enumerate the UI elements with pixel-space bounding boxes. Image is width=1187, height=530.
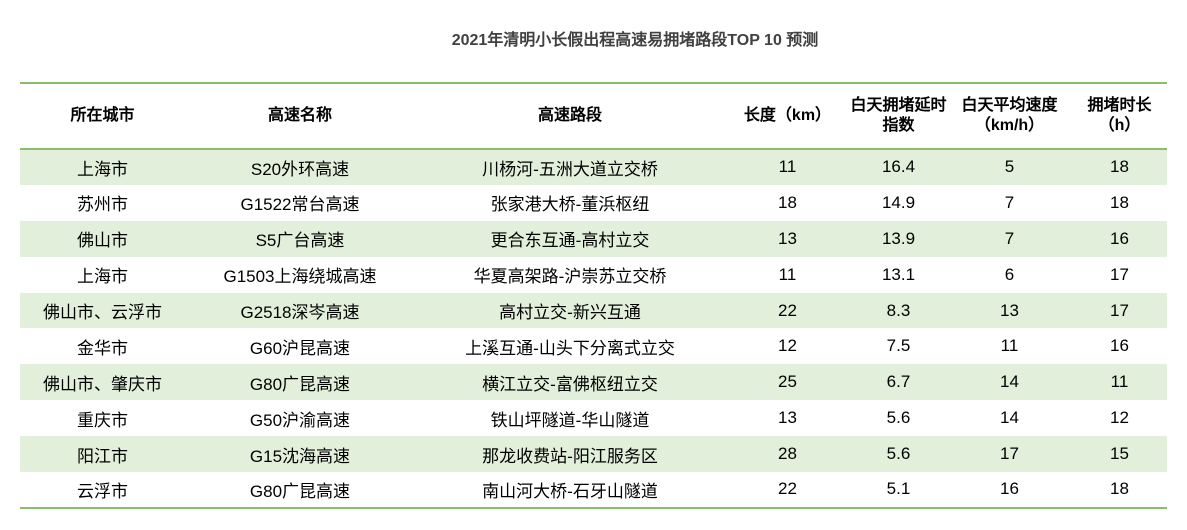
cell-length: 28: [778, 444, 797, 464]
cell-highway-name: G50沪渝高速: [249, 410, 351, 430]
congestion-table: 所在城市 高速名称 高速路段 长度（km） 白天拥堵延时指数 白天平均速度（km/h） 拥堵…: [20, 82, 1167, 509]
cell-length: 13: [778, 228, 797, 248]
cell-highway-name: G2518深岑高速: [240, 303, 360, 322]
table-row: 重庆市 G50沪渝高速 铁山坪隧道-华山隧道 13 5.6 14 12: [20, 400, 1167, 436]
cell-length: 13: [778, 408, 797, 428]
table-row: 佛山市、肇庆市 G80广昆高速 横江立交-富佛枢纽立交 25 6.7 14 11: [20, 364, 1167, 401]
cell-city: 上海市: [77, 159, 128, 179]
cell-length: 11: [778, 264, 797, 284]
table-row: 佛山市、云浮市 G2518深岑高速 高村立交-新兴互通 22 8.3 13 17: [20, 292, 1167, 329]
cell-avg-speed: 14: [1000, 408, 1019, 428]
cell-highway-name: G15沈海高速: [249, 446, 351, 466]
cell-length: 22: [778, 300, 797, 320]
cell-congestion-hours: 17: [1110, 264, 1129, 284]
cell-avg-speed: 16: [1000, 479, 1019, 499]
cell-congestion-hours: 18: [1110, 479, 1129, 499]
cell-delay-index: 6.7: [886, 372, 911, 392]
cell-congestion-hours: 16: [1110, 336, 1129, 356]
cell-delay-index: 5.6: [886, 408, 911, 428]
cell-congestion-hours: 16: [1110, 228, 1129, 248]
cell-delay-index: 5.1: [886, 479, 911, 499]
table-title: 2021年清明小长假出程高速易拥堵路段TOP 10 预测: [451, 32, 819, 49]
cell-highway-section: 那龙收费站-阳江服务区: [482, 446, 658, 466]
cell-delay-index: 16.4: [881, 157, 916, 177]
cell-delay-index: 14.9: [881, 192, 916, 212]
cell-highway-name: G1503上海绕城高速: [223, 267, 377, 287]
cell-length: 11: [778, 157, 797, 177]
cell-congestion-hours: 11: [1110, 372, 1129, 392]
header-avg-speed: 白天平均速度（km/h）: [961, 97, 1058, 134]
cell-highway-section: 华夏高架路-沪崇苏立交桥: [473, 267, 667, 287]
header-congestion-hours: 拥堵时长（h）: [1087, 97, 1152, 134]
table-row: 苏州市 G1522常台高速 张家港大桥-董浜枢纽 18 14.9 7 18: [20, 185, 1167, 221]
cell-city: 佛山市: [77, 231, 128, 251]
cell-highway-section: 上溪互通-山头下分离式立交: [465, 338, 675, 358]
cell-congestion-hours: 17: [1110, 300, 1129, 320]
cell-avg-speed: 6: [1004, 264, 1015, 284]
cell-city: 上海市: [77, 267, 128, 287]
cell-avg-speed: 11: [1000, 336, 1019, 356]
header-highway-section: 高速路段: [537, 107, 602, 124]
cell-delay-index: 5.6: [886, 444, 911, 464]
cell-highway-section: 川杨河-五洲大道立交桥: [482, 159, 658, 179]
cell-avg-speed: 13: [1000, 300, 1019, 320]
cell-highway-name: G1522常台高速: [240, 195, 360, 215]
table-row: 佛山市 S5广台高速 更合东互通-高村立交 13 13.9 7 16: [20, 220, 1167, 257]
cell-highway-name: G80广昆高速: [249, 374, 351, 394]
table-row: 上海市 G1503上海绕城高速 华夏高架路-沪崇苏立交桥 11 13.1 6 17: [20, 257, 1167, 293]
cell-city: 阳江市: [77, 446, 128, 466]
cell-avg-speed: 7: [1004, 192, 1015, 212]
cell-city: 金华市: [77, 338, 128, 358]
cell-city: 佛山市、肇庆市: [43, 374, 162, 394]
cell-delay-index: 13.1: [881, 264, 916, 284]
cell-highway-name: S20外环高速: [250, 159, 350, 179]
cell-highway-section: 张家港大桥-董浜枢纽: [490, 195, 650, 215]
header-length: 长度（km）: [743, 107, 832, 124]
header-city: 所在城市: [70, 107, 135, 124]
cell-delay-index: 7.5: [886, 336, 911, 356]
table-row: 金华市 G60沪昆高速 上溪互通-山头下分离式立交 12 7.5 11 16: [20, 328, 1167, 364]
cell-avg-speed: 5: [1004, 157, 1015, 177]
cell-city: 苏州市: [77, 195, 128, 215]
cell-highway-section: 更合东互通-高村立交: [490, 231, 650, 251]
header-row: 所在城市 高速名称 高速路段 长度（km） 白天拥堵延时指数 白天平均速度（km/h） 拥堵…: [20, 83, 1167, 149]
cell-delay-index: 13.9: [881, 228, 916, 248]
cell-congestion-hours: 18: [1110, 192, 1129, 212]
cell-highway-section: 铁山坪隧道-华山隧道: [490, 410, 650, 430]
cell-highway-section: 高村立交-新兴互通: [499, 303, 641, 322]
cell-length: 25: [778, 372, 797, 392]
cell-highway-name: G80广昆高速: [249, 481, 351, 501]
table-body: 上海市 S20外环高速 川杨河-五洲大道立交桥 11 16.4 5 18 苏州市 G1522常台…: [20, 149, 1167, 508]
cell-avg-speed: 14: [1000, 372, 1019, 392]
table-row: 阳江市 G15沈海高速 那龙收费站-阳江服务区 28 5.6 17 15: [20, 436, 1167, 473]
cell-highway-name: G60沪昆高速: [249, 338, 351, 358]
cell-highway-section: 南山河大桥-石牙山隧道: [482, 481, 658, 501]
cell-length: 22: [778, 479, 797, 499]
table-row: 上海市 S20外环高速 川杨河-五洲大道立交桥 11 16.4 5 18: [20, 149, 1167, 185]
cell-highway-section: 横江立交-富佛枢纽立交: [482, 374, 658, 394]
cell-length: 12: [778, 336, 797, 356]
cell-congestion-hours: 18: [1110, 157, 1129, 177]
header-highway-name: 高速名称: [267, 107, 332, 124]
cell-delay-index: 8.3: [886, 300, 911, 320]
cell-length: 18: [778, 192, 797, 212]
cell-avg-speed: 17: [1000, 444, 1019, 464]
cell-city: 云浮市: [77, 481, 128, 501]
cell-congestion-hours: 15: [1110, 444, 1129, 464]
table-row: 云浮市 G80广昆高速 南山河大桥-石牙山隧道 22 5.1 16 18: [20, 472, 1167, 508]
cell-highway-name: S5广台高速: [255, 231, 345, 251]
header-delay-index: 白天拥堵延时指数: [850, 97, 947, 134]
cell-congestion-hours: 12: [1110, 408, 1129, 428]
cell-city: 佛山市、云浮市: [43, 303, 162, 322]
cell-avg-speed: 7: [1004, 228, 1015, 248]
cell-city: 重庆市: [77, 410, 128, 430]
